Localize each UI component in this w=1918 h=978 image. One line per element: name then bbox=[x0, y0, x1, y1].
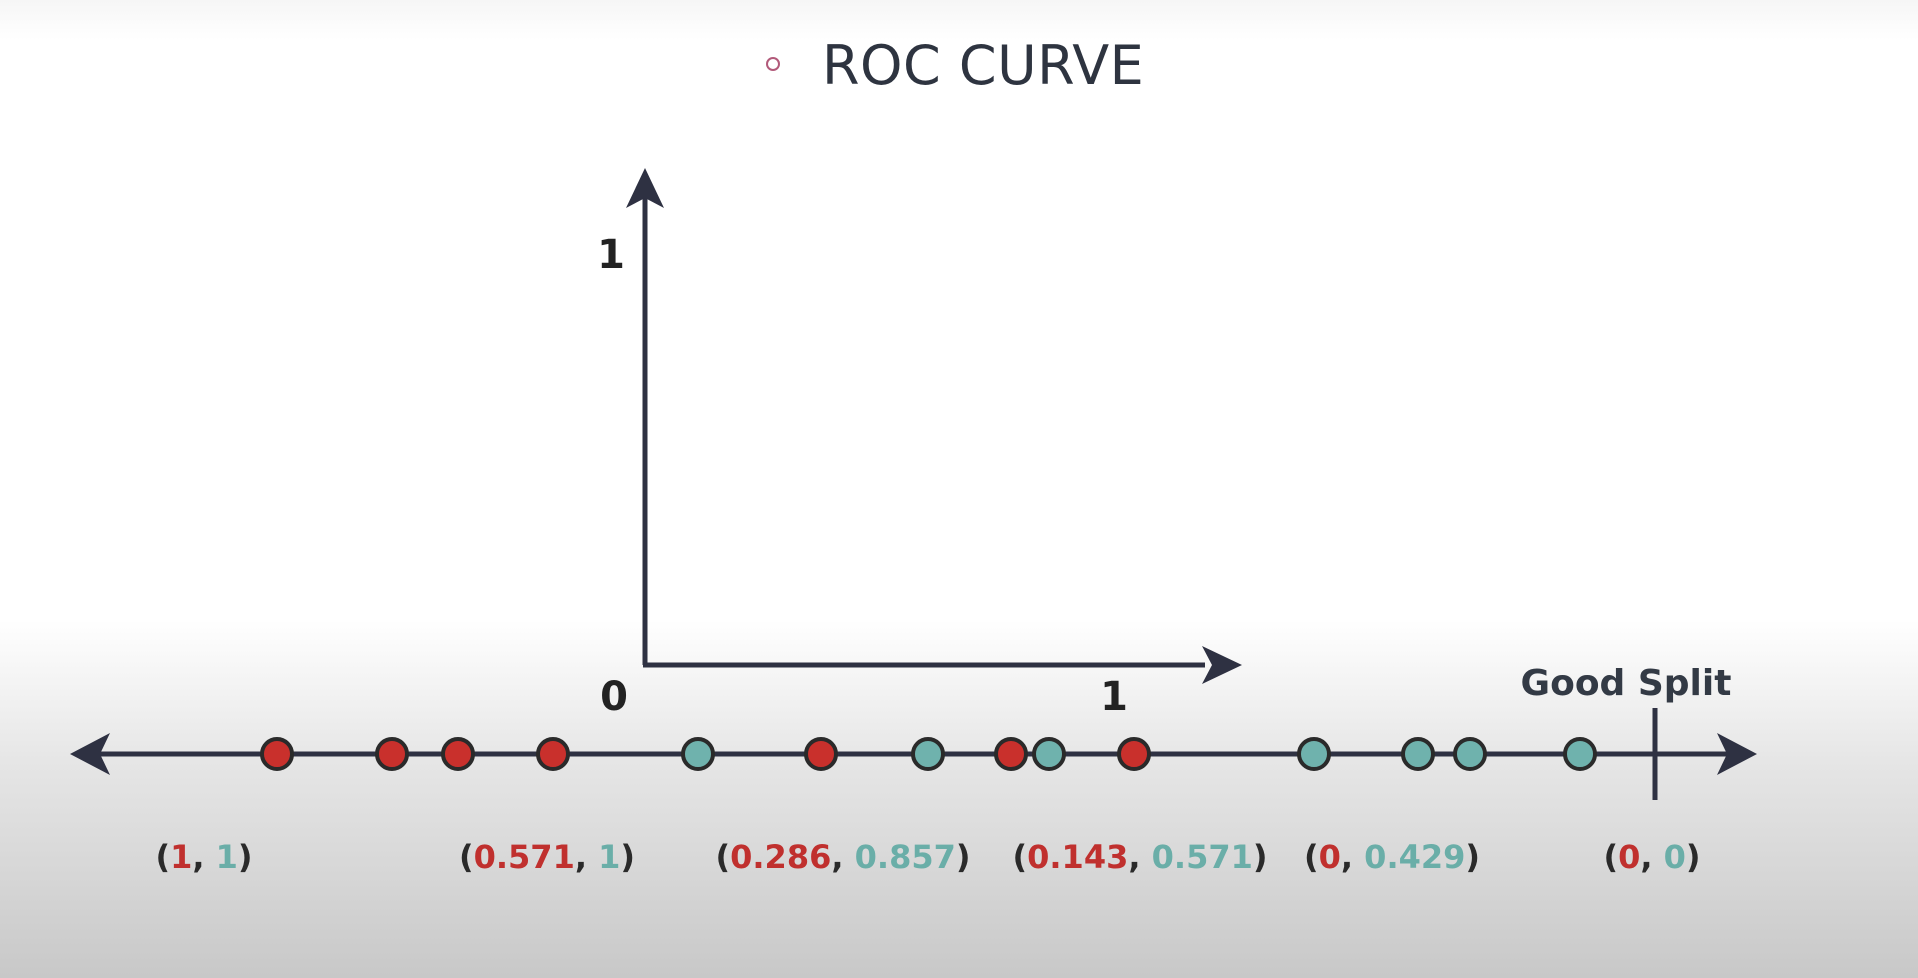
paren-open: ( bbox=[715, 838, 731, 876]
coordinate-pair: (1, 1) bbox=[155, 838, 252, 876]
origin-label-0: 0 bbox=[600, 674, 628, 720]
left-arrow-icon bbox=[70, 733, 110, 775]
y-axis-arrow-icon bbox=[626, 168, 664, 208]
paren-open: ( bbox=[1603, 838, 1619, 876]
x-axis-label-1: 1 bbox=[1100, 674, 1128, 720]
paren-close: ) bbox=[237, 838, 253, 876]
negative-point bbox=[1117, 737, 1151, 771]
title-row: ROC CURVE bbox=[0, 30, 1918, 100]
right-arrow-icon bbox=[1717, 733, 1757, 775]
slide-title: ROC CURVE bbox=[822, 34, 1145, 97]
coordinate-pair: (0.571, 1) bbox=[459, 838, 635, 876]
negative-point bbox=[994, 737, 1028, 771]
tpr-value: 0.429 bbox=[1364, 838, 1466, 876]
coordinate-pair: (0.286, 0.857) bbox=[716, 838, 971, 876]
tpr-value: 0.857 bbox=[854, 838, 956, 876]
tpr-value: 0 bbox=[1663, 838, 1686, 876]
paren-close: ) bbox=[1252, 838, 1268, 876]
coordinate-pair: (0.143, 0.571) bbox=[1013, 838, 1268, 876]
comma: , bbox=[1340, 838, 1365, 876]
negative-point bbox=[375, 737, 409, 771]
paren-close: ) bbox=[620, 838, 636, 876]
fpr-value: 0 bbox=[1318, 838, 1341, 876]
points-layer bbox=[260, 737, 1597, 771]
tpr-value: 0.571 bbox=[1151, 838, 1253, 876]
y-axis-label-1: 1 bbox=[597, 232, 625, 278]
positive-point bbox=[1401, 737, 1435, 771]
positive-point bbox=[1453, 737, 1487, 771]
negative-point bbox=[441, 737, 475, 771]
positive-point bbox=[911, 737, 945, 771]
positive-point bbox=[1563, 737, 1597, 771]
good-split-label: Good Split bbox=[1521, 663, 1732, 704]
paren-open: ( bbox=[1303, 838, 1319, 876]
comma: , bbox=[831, 838, 855, 876]
tpr-value: 1 bbox=[215, 838, 238, 876]
tpr-value: 1 bbox=[598, 838, 621, 876]
comma: , bbox=[192, 838, 216, 876]
negative-point bbox=[804, 737, 838, 771]
positive-point bbox=[1297, 737, 1331, 771]
paren-open: ( bbox=[1012, 838, 1028, 876]
comma: , bbox=[574, 838, 599, 876]
comma: , bbox=[1128, 838, 1152, 876]
positive-point bbox=[681, 737, 715, 771]
negative-point bbox=[536, 737, 570, 771]
comma: , bbox=[1640, 838, 1664, 876]
fpr-value: 1 bbox=[170, 838, 193, 876]
fpr-value: 0.286 bbox=[730, 838, 832, 876]
bullet-icon bbox=[766, 57, 780, 71]
paren-close: ) bbox=[955, 838, 971, 876]
paren-close: ) bbox=[1465, 838, 1481, 876]
fpr-value: 0 bbox=[1618, 838, 1641, 876]
positive-point bbox=[1032, 737, 1066, 771]
roc-axes: 1 0 1 bbox=[597, 168, 1242, 720]
paren-open: ( bbox=[155, 838, 171, 876]
number-line: Good Split bbox=[70, 663, 1757, 800]
paren-close: ) bbox=[1685, 838, 1701, 876]
coordinate-pair: (0, 0.429) bbox=[1304, 838, 1480, 876]
x-axis-arrow-icon bbox=[1202, 646, 1242, 684]
fpr-value: 0.571 bbox=[473, 838, 575, 876]
paren-open: ( bbox=[458, 838, 474, 876]
coordinate-pair: (0, 0) bbox=[1603, 838, 1700, 876]
fpr-value: 0.143 bbox=[1027, 838, 1129, 876]
negative-point bbox=[260, 737, 294, 771]
